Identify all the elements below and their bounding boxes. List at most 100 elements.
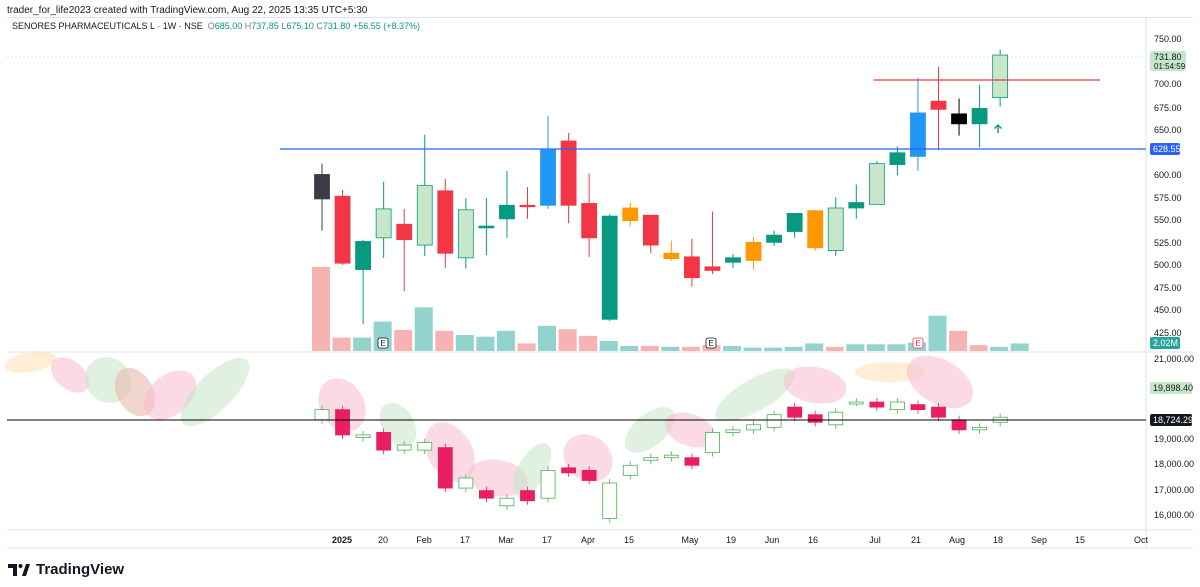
- lower-candle-body: [787, 406, 803, 418]
- symbol-legend: SENORES PHARMACEUTICALS L · 1W · NSE O68…: [12, 21, 420, 31]
- volume-bar: [949, 330, 968, 351]
- volume-bar: [928, 315, 947, 351]
- lower-candle-body: [848, 401, 864, 405]
- indicator-oval: [512, 443, 552, 497]
- lower-candle-body: [746, 424, 761, 431]
- price-candles: [314, 49, 1009, 324]
- volume-bar: [681, 346, 700, 351]
- footer-bar: [0, 552, 1200, 587]
- candle-body: [334, 195, 351, 264]
- candle-body: [868, 163, 885, 205]
- lower-candle-body: [951, 419, 967, 431]
- candle-body: [992, 54, 1009, 98]
- candle-body: [745, 241, 762, 261]
- lower-candle-body: [499, 497, 515, 507]
- candle-body: [786, 213, 803, 232]
- svg-text:731.80: 731.80: [1154, 52, 1182, 62]
- brand-name: TradingView: [36, 561, 125, 578]
- candle-body: [910, 112, 926, 157]
- volume-bar: [455, 335, 474, 351]
- candle-body: [971, 108, 988, 125]
- lower-tick: 16,000.00: [1154, 510, 1194, 520]
- price-tick: 500.00: [1154, 260, 1182, 270]
- candle-body: [540, 149, 556, 206]
- lower-candle-body: [869, 401, 885, 408]
- symbol-name[interactable]: SENORES PHARMACEUTICALS L · 1W · NSE: [12, 21, 203, 31]
- price-tick: 450.00: [1154, 305, 1182, 315]
- lower-candle-body: [520, 490, 535, 502]
- time-axis[interactable]: 2025 20 Feb 17 Mar 17 Apr 15 May 19 Jun …: [332, 535, 1149, 545]
- indicator-oval: [906, 355, 974, 409]
- svg-text:628.55: 628.55: [1153, 144, 1181, 154]
- price-tick: 575.00: [1154, 193, 1182, 203]
- volume-bar: [476, 336, 495, 351]
- price-tick: 750.00: [1154, 34, 1182, 44]
- price-axis[interactable]: 750.00 700.00 675.00 650.00 600.00 575.0…: [1154, 34, 1182, 338]
- volume-bar: [558, 329, 577, 351]
- candle-body: [725, 257, 741, 263]
- arrow-up-icon: [994, 124, 1002, 133]
- lower-candle-body: [807, 414, 823, 423]
- indicator-oval: [855, 362, 925, 382]
- candle-body: [951, 113, 967, 125]
- time-tick: Jul: [869, 535, 881, 545]
- attribution-text: trader_for_life2023 created with Trading…: [7, 5, 368, 16]
- support-price-badge: 628.55: [1150, 143, 1181, 155]
- candle-body: [622, 207, 639, 222]
- candle-body: [478, 225, 495, 229]
- candle-body: [581, 203, 598, 239]
- lower-candle-body: [376, 432, 392, 451]
- candle-body: [499, 204, 515, 220]
- earnings-marker[interactable]: E: [377, 337, 389, 349]
- volume-bar: [825, 346, 844, 351]
- volume-bar: [579, 335, 598, 351]
- candle-body: [704, 266, 721, 271]
- lower-candle-body: [910, 404, 926, 411]
- earnings-marker[interactable]: E: [912, 337, 924, 349]
- time-tick: 15: [624, 535, 634, 545]
- time-tick: 15: [1075, 535, 1085, 545]
- lower-candle-body: [478, 490, 494, 499]
- frame-divider: [7, 17, 1193, 18]
- price-tick: 550.00: [1154, 215, 1182, 225]
- volume-bar: [640, 345, 659, 351]
- chart-canvas[interactable]: E E E 750.00 700.00 675.00 650.00 600.00…: [0, 0, 1200, 552]
- price-tick: 475.00: [1154, 283, 1182, 293]
- volume-bar: [1010, 343, 1029, 351]
- time-tick: Feb: [416, 535, 432, 545]
- candle-body: [396, 223, 413, 241]
- candle-body: [457, 209, 474, 259]
- candle-body: [560, 140, 577, 206]
- tradingview-logo[interactable]: TradingView: [8, 561, 124, 578]
- candle-body: [848, 202, 865, 209]
- lower-pane-candles: [314, 398, 1008, 523]
- lower-hline-badge: 18,724.29: [1150, 414, 1193, 426]
- volume-bar: [599, 340, 618, 351]
- lower-axis[interactable]: 21,000.00 19,000.00 18,000.00 17,000.00 …: [1154, 354, 1194, 520]
- candle-body: [807, 210, 824, 249]
- candle-body: [519, 204, 536, 208]
- price-tick: 700.00: [1154, 79, 1182, 89]
- lower-candle-body: [581, 469, 597, 481]
- svg-text:2.02M: 2.02M: [1153, 338, 1178, 348]
- svg-text:E: E: [708, 339, 713, 348]
- volume-bar: [764, 347, 783, 351]
- tradingview-logo-icon: [8, 563, 30, 576]
- indicator-oval: [50, 357, 90, 393]
- earnings-marker[interactable]: E: [705, 337, 717, 349]
- lower-candle-body: [355, 434, 371, 438]
- lower-candle-body: [417, 442, 433, 451]
- volume-bar: [332, 337, 351, 351]
- candle-body: [663, 252, 680, 260]
- lower-candle-body: [972, 426, 987, 431]
- indicator-oval: [318, 378, 366, 432]
- candle-body: [314, 174, 330, 200]
- lower-candle-body: [396, 444, 412, 451]
- volume-bar: [805, 343, 824, 351]
- candle-body: [437, 190, 454, 254]
- lower-candle-body: [890, 401, 905, 411]
- time-tick: Sep: [1031, 535, 1047, 545]
- lower-candle-body: [540, 469, 556, 499]
- volume-bar: [743, 347, 762, 351]
- svg-text:E: E: [380, 339, 385, 348]
